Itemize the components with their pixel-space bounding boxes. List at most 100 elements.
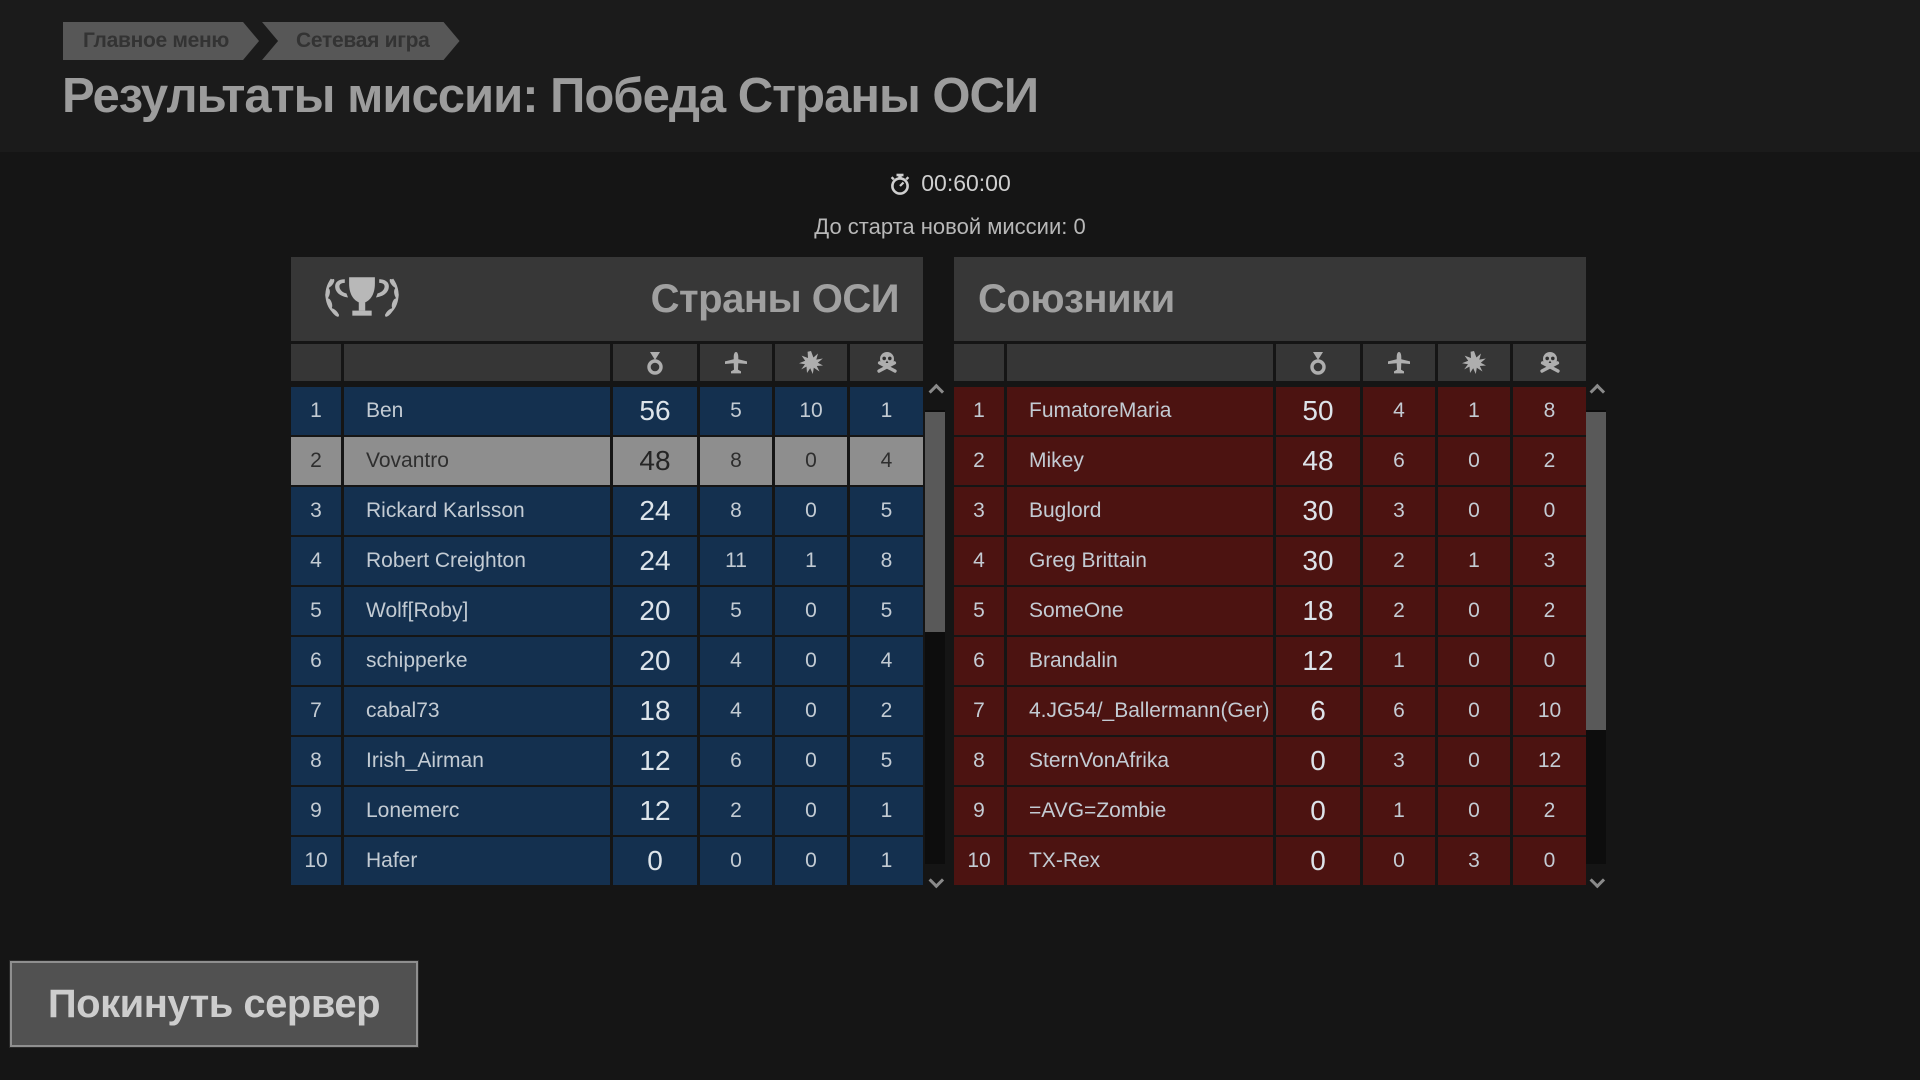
air-kills-cell: 3 [1363, 737, 1435, 785]
rank-cell: 5 [954, 587, 1004, 635]
axis-scoreboard: Страны ОСИ 1 Ben 56 5 10 1 2 Vovantro 48 8 0 4 3 Rick… [291, 257, 923, 885]
player-row-allies-3[interactable]: 3 Buglord 30 3 0 0 [954, 487, 1586, 535]
air-kills-cell: 2 [1363, 537, 1435, 585]
ground-kills-cell: 0 [775, 487, 847, 535]
air-kills-cell: 6 [1363, 687, 1435, 735]
player-row-allies-1[interactable]: 1 FumatoreMaria 50 4 1 8 [954, 387, 1586, 435]
axis-scroll-thumb[interactable] [925, 412, 945, 632]
score-cell: 20 [613, 637, 697, 685]
player-row-axis-8[interactable]: 8 Irish_Airman 12 6 0 5 [291, 737, 923, 785]
player-row-allies-8[interactable]: 8 SternVonAfrika 0 3 0 12 [954, 737, 1586, 785]
rank-cell: 1 [954, 387, 1004, 435]
deaths-cell: 4 [850, 437, 923, 485]
ground-kills-cell: 1 [1438, 537, 1510, 585]
player-row-allies-2[interactable]: 2 Mikey 48 6 0 2 [954, 437, 1586, 485]
name-cell: cabal73 [344, 687, 610, 735]
air-kills-cell: 6 [700, 737, 772, 785]
ground-kills-cell: 0 [1438, 737, 1510, 785]
score-cell: 50 [1276, 387, 1360, 435]
deaths-column-header [1513, 344, 1586, 381]
air-kills-cell: 8 [700, 437, 772, 485]
air-kills-cell: 5 [700, 587, 772, 635]
name-column-header [1007, 344, 1273, 381]
player-row-axis-3[interactable]: 3 Rickard Karlsson 24 8 0 5 [291, 487, 923, 535]
name-cell: schipperke [344, 637, 610, 685]
rank-cell: 3 [954, 487, 1004, 535]
winner-trophy-icon [319, 268, 409, 330]
ground-kills-cell: 0 [775, 837, 847, 885]
player-row-allies-9[interactable]: 9 =AVG=Zombie 0 1 0 2 [954, 787, 1586, 835]
player-row-axis-1[interactable]: 1 Ben 56 5 10 1 [291, 387, 923, 435]
rank-cell: 3 [291, 487, 341, 535]
breadcrumb-multiplayer[interactable]: Сетевая игра [262, 22, 460, 60]
score-cell: 30 [1276, 537, 1360, 585]
score-cell: 18 [1276, 587, 1360, 635]
ground-kills-cell: 0 [775, 587, 847, 635]
axis-scroll-down-icon[interactable] [928, 872, 945, 889]
allies-scroll-down-icon[interactable] [1589, 872, 1606, 889]
allies-scroll-track[interactable] [1586, 410, 1606, 864]
name-cell: Greg Brittain [1007, 537, 1273, 585]
player-row-allies-5[interactable]: 5 SomeOne 18 2 0 2 [954, 587, 1586, 635]
deaths-cell: 2 [1513, 437, 1586, 485]
allies-scroll-thumb[interactable] [1586, 412, 1606, 730]
air-kills-cell: 4 [700, 687, 772, 735]
score-cell: 12 [613, 737, 697, 785]
allies-header: Союзники [954, 257, 1586, 341]
axis-scroll-track[interactable] [925, 410, 945, 864]
name-cell: Irish_Airman [344, 737, 610, 785]
player-row-allies-6[interactable]: 6 Brandalin 12 1 0 0 [954, 637, 1586, 685]
player-row-axis-6[interactable]: 6 schipperke 20 4 0 4 [291, 637, 923, 685]
player-row-axis-10[interactable]: 10 Hafer 0 0 0 1 [291, 837, 923, 885]
player-row-axis-7[interactable]: 7 cabal73 18 4 0 2 [291, 687, 923, 735]
player-row-allies-7[interactable]: 7 4.JG54/_Ballermann(Ger) 6 6 0 10 [954, 687, 1586, 735]
ground-kills-cell: 0 [1438, 487, 1510, 535]
air-kills-cell: 1 [1363, 637, 1435, 685]
player-row-allies-10[interactable]: 10 TX-Rex 0 0 3 0 [954, 837, 1586, 885]
ground-kills-cell: 10 [775, 387, 847, 435]
score-cell: 12 [1276, 637, 1360, 685]
player-row-allies-4[interactable]: 4 Greg Brittain 30 2 1 3 [954, 537, 1586, 585]
air-kills-column-header [1363, 344, 1435, 381]
leave-server-button[interactable]: Покинуть сервер [9, 960, 419, 1048]
deaths-skull-icon [1539, 351, 1560, 373]
score-cell: 30 [1276, 487, 1360, 535]
deaths-cell: 2 [1513, 787, 1586, 835]
deaths-cell: 5 [850, 737, 923, 785]
name-cell: Lonemerc [344, 787, 610, 835]
air-kills-cell: 8 [700, 487, 772, 535]
ground-kills-cell: 1 [1438, 387, 1510, 435]
player-row-axis-5[interactable]: 5 Wolf[Roby] 20 5 0 5 [291, 587, 923, 635]
ground-kills-cell: 0 [1438, 637, 1510, 685]
player-row-axis-4[interactable]: 4 Robert Creighton 24 11 1 8 [291, 537, 923, 585]
rank-column-header [291, 344, 341, 381]
deaths-cell: 1 [850, 387, 923, 435]
ground-kills-cell: 0 [1438, 787, 1510, 835]
mission-timer: 00:60:00 [0, 170, 1900, 197]
air-kills-column-header [700, 344, 772, 381]
name-cell: Wolf[Roby] [344, 587, 610, 635]
player-row-axis-2[interactable]: 2 Vovantro 48 8 0 4 [291, 437, 923, 485]
breadcrumb-main-menu[interactable]: Главное меню [63, 22, 259, 60]
deaths-cell: 2 [850, 687, 923, 735]
score-cell: 12 [613, 787, 697, 835]
rank-cell: 2 [954, 437, 1004, 485]
axis-column-header [291, 344, 923, 381]
rank-cell: 1 [291, 387, 341, 435]
axis-scrollbar [925, 383, 945, 889]
allies-rows: 1 FumatoreMaria 50 4 1 8 2 Mikey 48 6 0 2 3 Buglord 30… [954, 387, 1586, 885]
allies-scroll-up-icon[interactable] [1589, 383, 1606, 400]
rank-cell: 4 [954, 537, 1004, 585]
air-kills-cell: 3 [1363, 487, 1435, 535]
name-column-header [344, 344, 610, 381]
rank-cell: 9 [954, 787, 1004, 835]
score-cell: 0 [613, 837, 697, 885]
stopwatch-icon [890, 172, 911, 195]
deaths-cell: 8 [1513, 387, 1586, 435]
ground-kills-column-header [1438, 344, 1510, 381]
axis-rows: 1 Ben 56 5 10 1 2 Vovantro 48 8 0 4 3 Rickard Karlsso… [291, 387, 923, 885]
name-cell: Rickard Karlsson [344, 487, 610, 535]
deaths-cell: 0 [1513, 837, 1586, 885]
axis-scroll-up-icon[interactable] [928, 383, 945, 400]
player-row-axis-9[interactable]: 9 Lonemerc 12 2 0 1 [291, 787, 923, 835]
